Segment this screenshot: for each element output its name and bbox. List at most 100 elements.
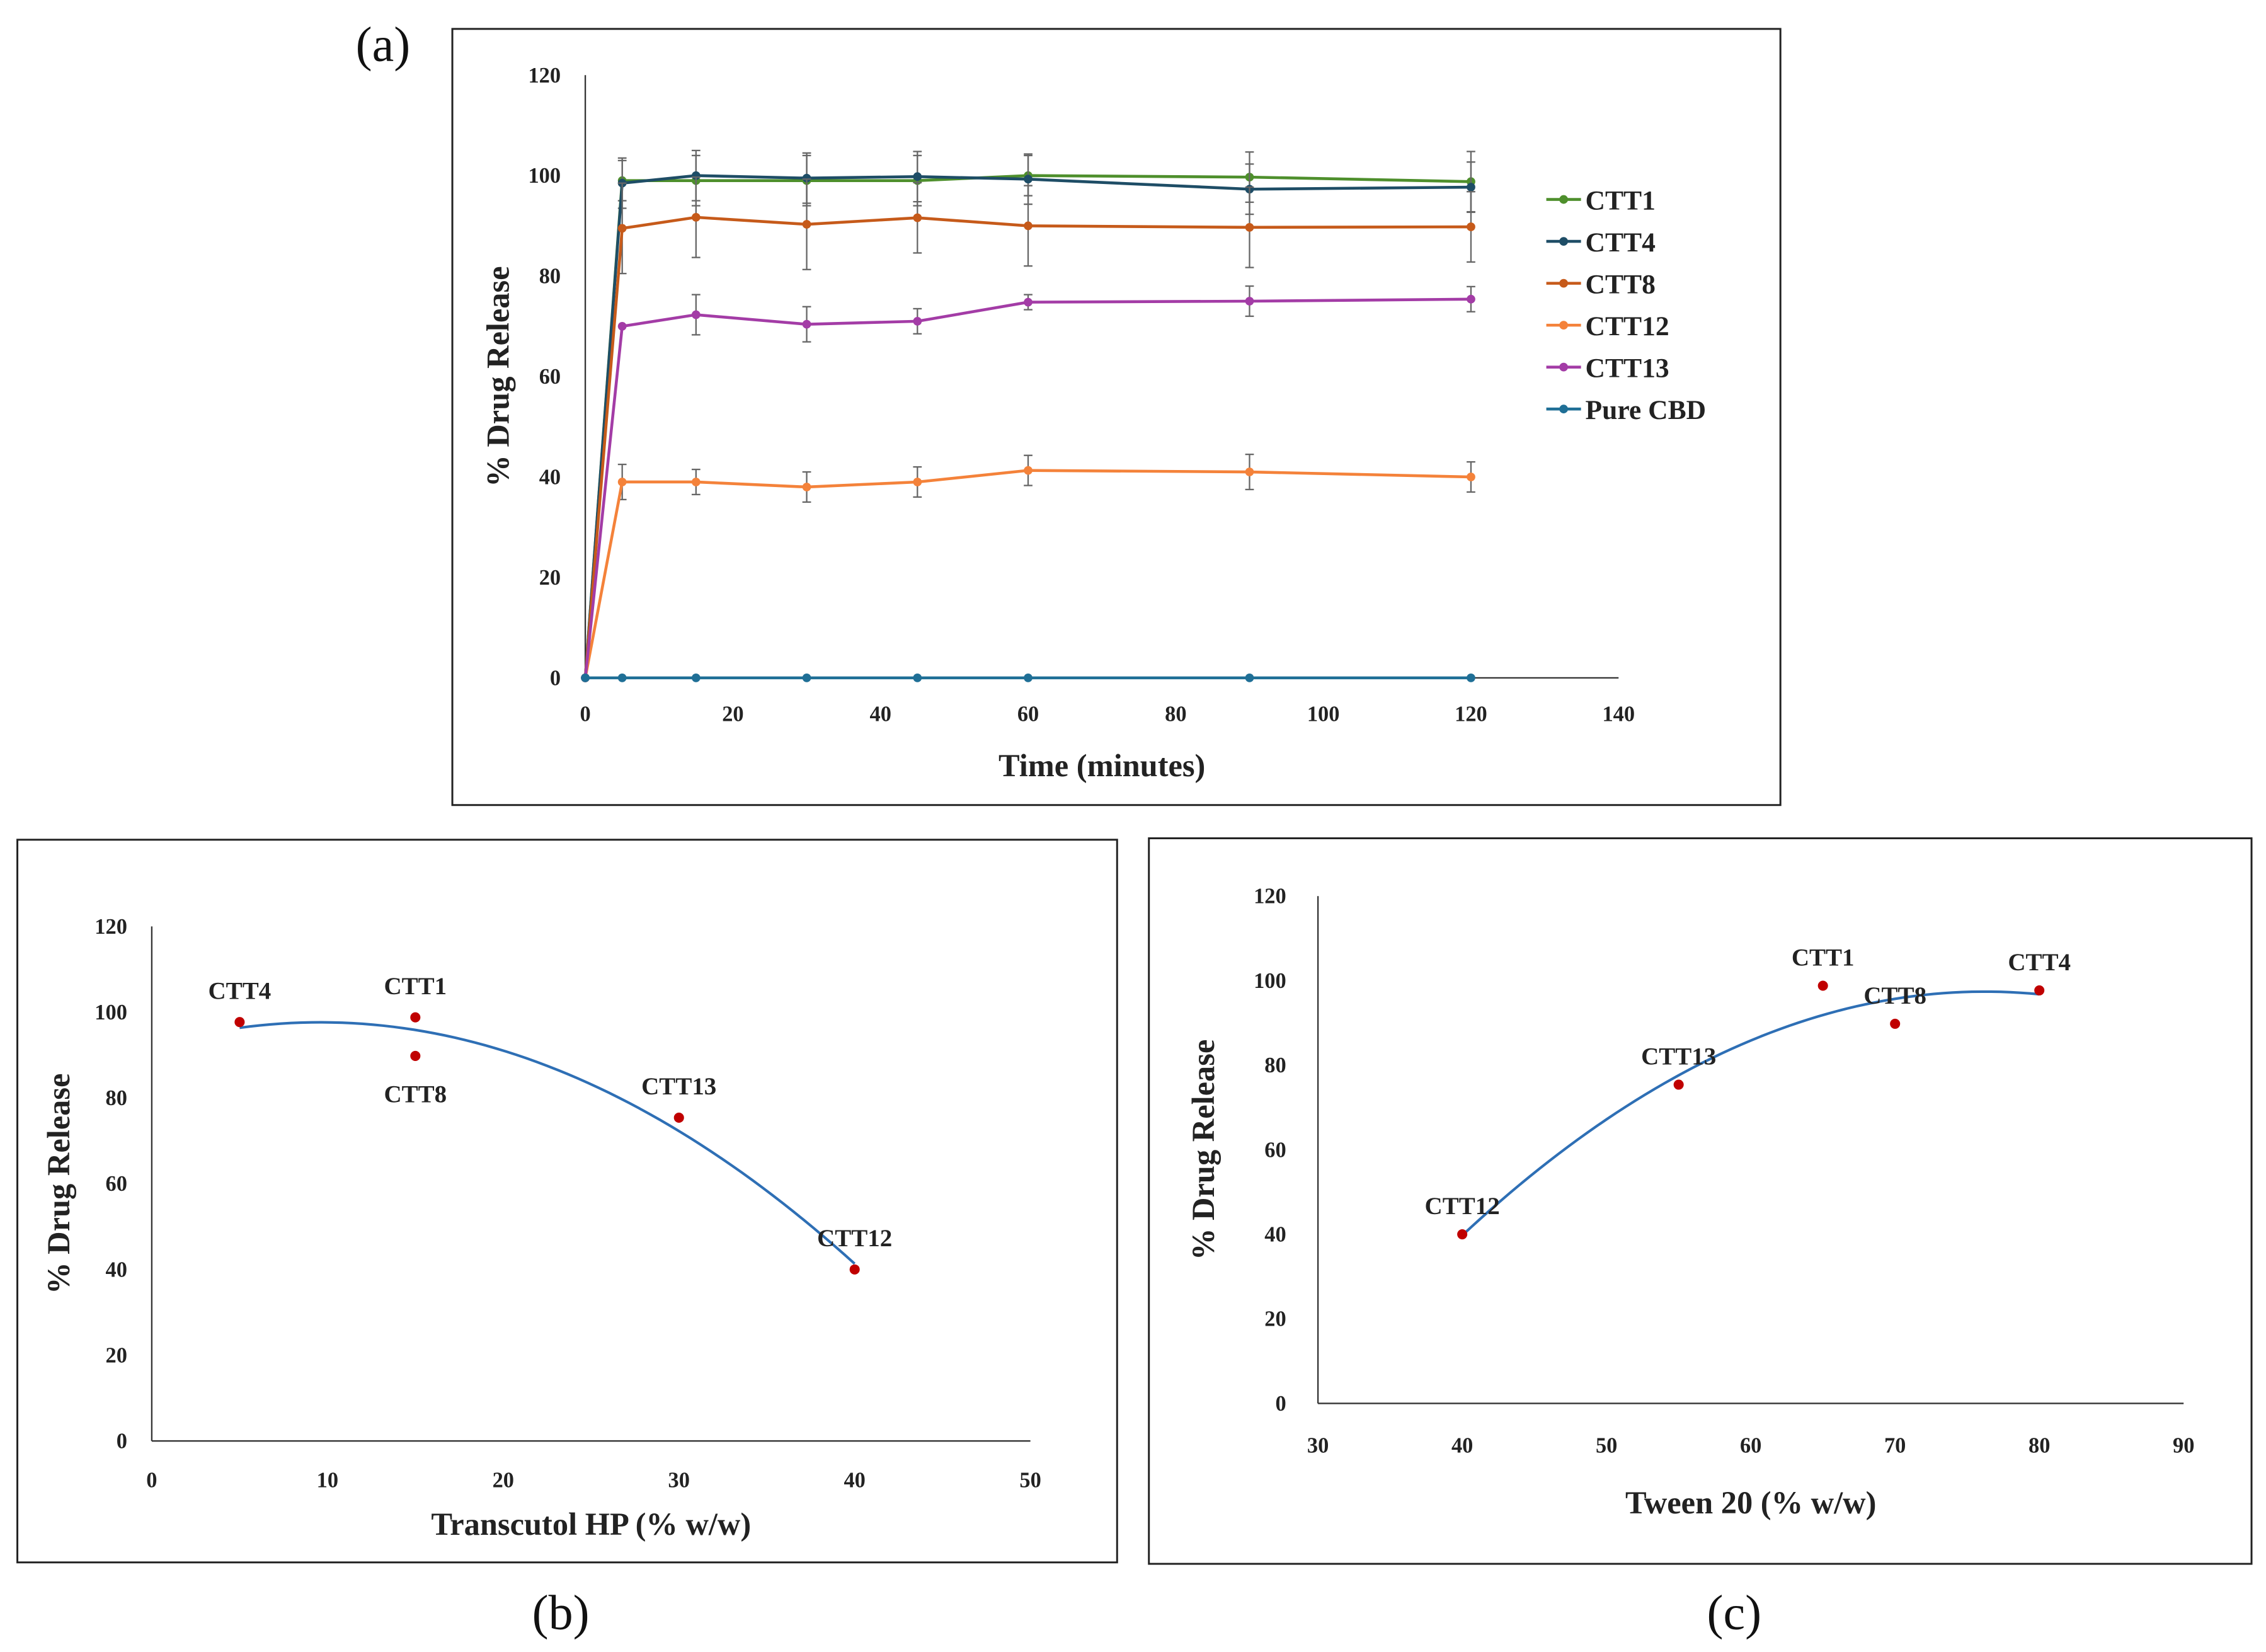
data-point (1245, 673, 1254, 682)
x-tick-label: 10 (317, 1468, 338, 1492)
x-tick-label: 0 (146, 1468, 157, 1492)
data-point (1245, 297, 1254, 306)
legend-marker (1559, 404, 1568, 414)
data-point (1245, 467, 1254, 476)
y-axis-title: % Drug Release (41, 1074, 76, 1294)
y-tick-label: 40 (539, 465, 561, 489)
chart-b: 0 10 20 30 40 50 0 20 40 60 80 100 120 Transcutol HP … (41, 915, 1041, 1542)
y-tick-label: 60 (106, 1172, 127, 1196)
data-point (410, 1050, 421, 1061)
data-point (691, 673, 701, 682)
x-tick-label: 80 (2029, 1433, 2050, 1457)
trendline (1461, 990, 2040, 1237)
data-point (2034, 985, 2045, 995)
y-tick-label: 20 (106, 1343, 127, 1367)
y-tick-label: 20 (539, 566, 561, 590)
legend-label: CTT13 (1586, 353, 1669, 384)
data-point (1673, 1079, 1684, 1090)
panel-b-label: (b) (532, 1585, 590, 1639)
data-point (1024, 466, 1033, 475)
data-point (691, 478, 701, 486)
data-label: CTT4 (209, 977, 272, 1004)
data-label: CTT1 (1792, 944, 1855, 971)
x-axis-title: Tween 20 (% w/w) (1625, 1485, 1876, 1520)
y-tick-label: 0 (117, 1430, 127, 1454)
legend-label: CTT4 (1586, 227, 1656, 258)
data-label: CTT13 (641, 1073, 716, 1100)
chart-c: 30 40 50 60 70 80 90 0 20 40 60 80 100 120 Tween 20 (%… (1186, 885, 2194, 1520)
data-point (1457, 1229, 1468, 1240)
data-point (913, 172, 922, 181)
y-tick-label: 40 (1264, 1223, 1286, 1247)
legend-label: Pure CBD (1586, 395, 1707, 425)
x-axis-title: Time (minutes) (999, 748, 1205, 783)
data-point (802, 220, 811, 229)
data-point (1890, 1018, 1901, 1029)
data-label: CTT12 (1425, 1193, 1500, 1220)
data-point (234, 1017, 245, 1028)
data-point (913, 673, 922, 682)
x-tick-label: 140 (1602, 703, 1635, 726)
series-pure-cbd (581, 673, 1475, 682)
data-label: CTT13 (1641, 1043, 1716, 1070)
legend-label: CTT12 (1586, 311, 1669, 341)
x-tick-label: 100 (1307, 703, 1340, 726)
x-tick-label: 60 (1017, 703, 1039, 726)
x-tick-label: 20 (722, 703, 743, 726)
data-point (849, 1264, 860, 1275)
data-point (802, 673, 811, 682)
panel-a-label: (a) (356, 17, 411, 71)
series-line (583, 297, 1471, 679)
x-tick-label: 90 (2173, 1433, 2194, 1457)
x-tick-label: 80 (1165, 703, 1186, 726)
data-point (691, 212, 701, 222)
y-tick-label: 100 (1254, 969, 1286, 993)
x-tick-label: 0 (580, 703, 590, 726)
data-point (673, 1112, 684, 1123)
y-tick-label: 60 (1264, 1138, 1286, 1162)
data-point (1024, 673, 1033, 682)
data-point (1467, 473, 1475, 481)
series-ctt12 (581, 453, 1475, 682)
data-point (1024, 297, 1033, 307)
data-point (1024, 221, 1033, 231)
x-tick-label: 40 (844, 1468, 865, 1492)
data-point (802, 483, 811, 491)
panel-a-frame (451, 28, 1782, 806)
legend-marker (1559, 278, 1568, 288)
x-tick-label: 40 (1451, 1433, 1473, 1457)
data-point (1467, 222, 1475, 231)
series-line (583, 174, 1471, 679)
data-point (802, 319, 811, 329)
x-tick-label: 40 (870, 703, 891, 726)
x-tick-label: 60 (1740, 1433, 1761, 1457)
data-point (913, 317, 922, 326)
panel-b-frame (16, 839, 1118, 1564)
data-point (617, 321, 627, 331)
y-tick-label: 0 (550, 666, 561, 690)
y-tick-label: 80 (106, 1086, 127, 1110)
legend-label: CTT1 (1586, 186, 1656, 216)
y-tick-label: 0 (1275, 1392, 1286, 1416)
legend-marker (1559, 237, 1568, 246)
data-point (617, 224, 627, 233)
y-axis-title: % Drug Release (1186, 1040, 1221, 1260)
data-point (1024, 175, 1033, 184)
y-tick-label: 60 (539, 365, 561, 389)
x-tick-label: 50 (1019, 1468, 1041, 1492)
y-tick-label: 20 (1264, 1307, 1286, 1331)
data-label: CTT8 (1863, 982, 1926, 1009)
y-tick-label: 80 (1264, 1053, 1286, 1077)
data-label: CTT8 (384, 1081, 447, 1108)
x-axis-title: Transcutol HP (% w/w) (431, 1506, 751, 1542)
x-tick-label: 120 (1455, 703, 1487, 726)
legend-label: CTT8 (1586, 270, 1656, 300)
legend-marker (1559, 195, 1568, 204)
legend-marker (1559, 362, 1568, 372)
data-label: CTT4 (2008, 949, 2071, 976)
x-tick-label: 30 (668, 1468, 690, 1492)
y-tick-label: 120 (528, 64, 561, 88)
y-tick-label: 100 (528, 164, 561, 188)
chart-a: 0 20 40 60 80 100 120 140 0 20 40 60 80 100 120 Time (m… (481, 64, 1707, 783)
